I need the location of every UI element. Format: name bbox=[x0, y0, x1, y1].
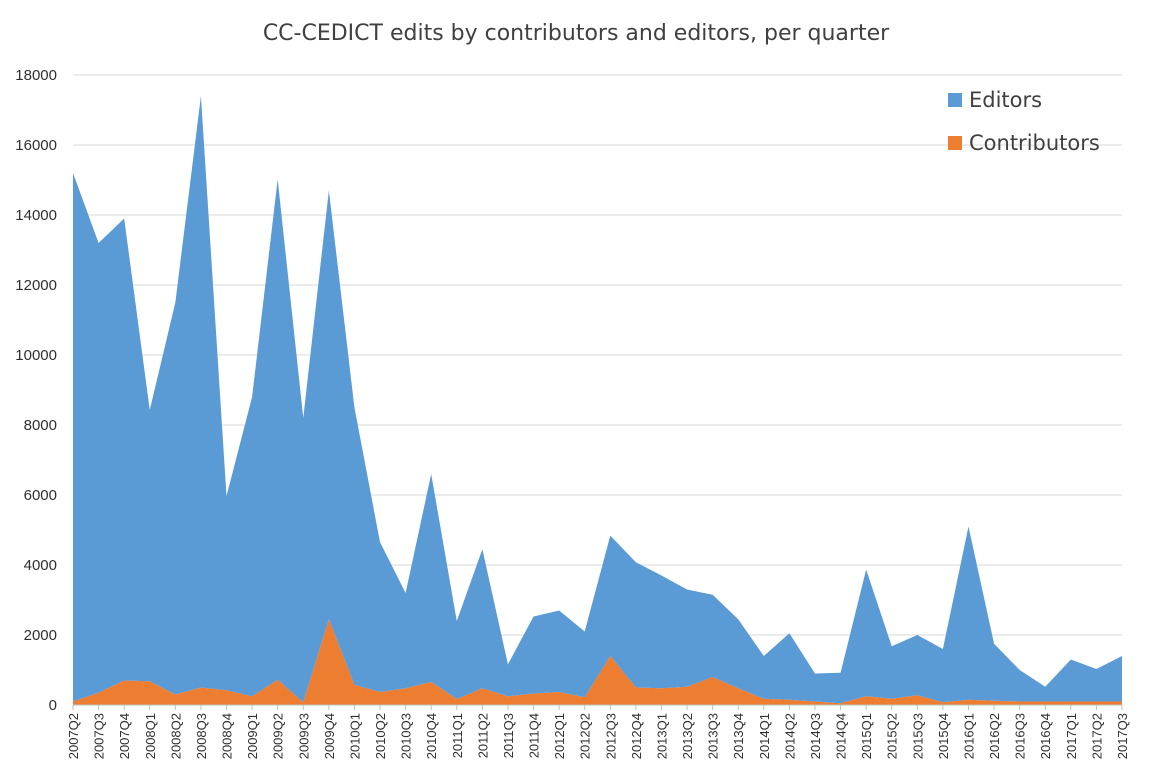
x-tick-label: 2008Q4 bbox=[220, 713, 235, 759]
area-series-layer bbox=[73, 96, 1122, 705]
legend-swatch-contributors bbox=[948, 136, 962, 150]
x-tick-label: 2014Q3 bbox=[808, 713, 823, 759]
x-tick-label: 2013Q3 bbox=[706, 713, 721, 759]
x-tick-label: 2007Q3 bbox=[92, 713, 107, 759]
x-tick-label: 2007Q4 bbox=[117, 713, 132, 759]
x-tick-label: 2012Q1 bbox=[552, 713, 567, 759]
legend: Editors Contributors bbox=[948, 88, 1100, 155]
x-tick-label: 2012Q4 bbox=[629, 713, 644, 759]
x-tick-label: 2016Q3 bbox=[1013, 713, 1028, 759]
legend-swatch-editors bbox=[948, 93, 962, 107]
y-tick-label: 2000 bbox=[24, 627, 57, 644]
x-tick-label: 2008Q3 bbox=[194, 713, 209, 759]
x-tick-label: 2012Q2 bbox=[578, 713, 593, 759]
x-tick-label: 2009Q2 bbox=[271, 713, 286, 759]
y-tick-label: 16000 bbox=[15, 137, 57, 154]
x-tick-label: 2012Q3 bbox=[603, 713, 618, 759]
x-tick-labels: 2007Q2 2007Q3 2007Q4 2008Q1 2008Q2 2008Q3 2008… bbox=[66, 713, 1130, 759]
x-tick-label: 2011Q2 bbox=[475, 713, 490, 758]
x-tick-label: 2014Q1 bbox=[757, 713, 772, 759]
x-tick-label: 2015Q4 bbox=[936, 713, 951, 759]
x-tick-label: 2010Q1 bbox=[347, 713, 362, 759]
x-tick-label: 2008Q2 bbox=[168, 713, 183, 759]
y-tick-label: 8000 bbox=[24, 417, 57, 434]
x-tick-label: 2011Q4 bbox=[527, 713, 542, 758]
y-tick-label: 12000 bbox=[15, 277, 57, 294]
x-tick-label: 2014Q4 bbox=[834, 713, 849, 759]
x-tick-label: 2016Q2 bbox=[987, 713, 1002, 759]
y-tick-label: 0 bbox=[49, 697, 57, 714]
x-tick-label: 2011Q3 bbox=[501, 713, 516, 758]
x-tick-label: 2015Q3 bbox=[910, 713, 925, 759]
x-tick-label: 2008Q1 bbox=[143, 713, 158, 759]
x-tick-label: 2009Q4 bbox=[322, 713, 337, 759]
legend-label-editors: Editors bbox=[969, 88, 1042, 112]
x-tick-label: 2016Q4 bbox=[1038, 713, 1053, 759]
x-tick-label: 2007Q2 bbox=[66, 713, 81, 759]
y-tick-label: 18000 bbox=[15, 67, 57, 84]
y-tick-label: 10000 bbox=[15, 347, 57, 364]
y-tick-label: 6000 bbox=[24, 487, 57, 504]
x-tick-label: 2015Q2 bbox=[885, 713, 900, 759]
x-tick-label: 2013Q4 bbox=[731, 713, 746, 759]
x-tick-label: 2009Q1 bbox=[245, 713, 260, 759]
x-tick-label: 2015Q1 bbox=[859, 713, 874, 759]
x-tick-label: 2017Q3 bbox=[1115, 713, 1130, 759]
x-tick-label: 2009Q3 bbox=[296, 713, 311, 759]
axes bbox=[72, 704, 1123, 710]
x-tick-label: 2013Q1 bbox=[654, 713, 669, 759]
x-tick-label: 2010Q2 bbox=[373, 713, 388, 759]
y-tick-label: 4000 bbox=[24, 557, 57, 574]
x-tick-label: 2016Q1 bbox=[961, 713, 976, 759]
x-tick-label: 2010Q3 bbox=[399, 713, 414, 759]
x-tick-label: 2010Q4 bbox=[424, 713, 439, 759]
y-tick-label: 14000 bbox=[15, 207, 57, 224]
x-tick-label: 2017Q1 bbox=[1064, 713, 1079, 759]
y-tick-labels: 0 2000 4000 6000 8000 10000 12000 14000 16000 180… bbox=[15, 67, 57, 714]
x-tick-label: 2014Q2 bbox=[782, 713, 797, 759]
area-series-contributors bbox=[73, 619, 1122, 705]
chart-title: CC-CEDICT edits by contributors and edit… bbox=[263, 21, 890, 46]
x-tick-label: 2013Q2 bbox=[680, 713, 695, 759]
area-series-editors bbox=[73, 96, 1122, 704]
x-tick-label: 2017Q2 bbox=[1089, 713, 1104, 759]
x-tick-label: 2011Q1 bbox=[450, 713, 465, 758]
legend-label-contributors: Contributors bbox=[969, 131, 1100, 155]
